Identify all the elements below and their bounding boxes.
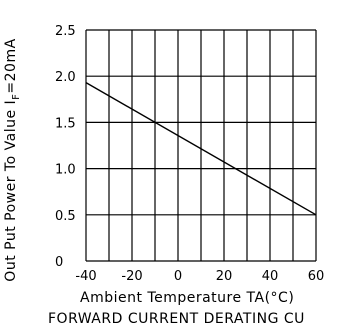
x-tick-label-5: 60 (308, 269, 325, 284)
y-tick-label-3: 1.5 (55, 116, 76, 131)
x-tick-label-2: 0 (174, 269, 182, 284)
chart-title: FORWARD CURRENT DERATING CU (48, 311, 305, 327)
x-axis-label: Ambient Temperature TA(°C) (80, 290, 294, 306)
series-group (85, 82, 317, 216)
x-tick-labels: -40 -20 0 20 40 60 (75, 269, 324, 284)
y-tick-label-2: 1.0 (55, 163, 76, 178)
x-tick-label-1: -20 (121, 269, 142, 284)
x-tick-label-0: -40 (75, 269, 96, 284)
y-axis-label-suffix: =20mA (3, 38, 19, 93)
y-tick-label-1: 0.5 (55, 209, 76, 224)
y-axis-label: Out Put Power To Value IF=20mA (3, 38, 22, 281)
y-axis-label-subscript: F (11, 94, 22, 100)
x-tick-label-3: 20 (216, 269, 233, 284)
y-tick-label-5: 2.5 (55, 24, 76, 39)
y-axis-label-main: Out Put Power To Value I (3, 100, 19, 282)
y-tick-label-0: 0 (55, 255, 63, 270)
y-tick-labels: 0 0.5 1.0 1.5 2.0 2.5 (55, 24, 76, 270)
x-tick-label-4: 40 (262, 269, 279, 284)
y-tick-label-4: 2.0 (55, 70, 76, 85)
series-line-0 (85, 82, 317, 216)
grid-lines (85, 29, 317, 262)
